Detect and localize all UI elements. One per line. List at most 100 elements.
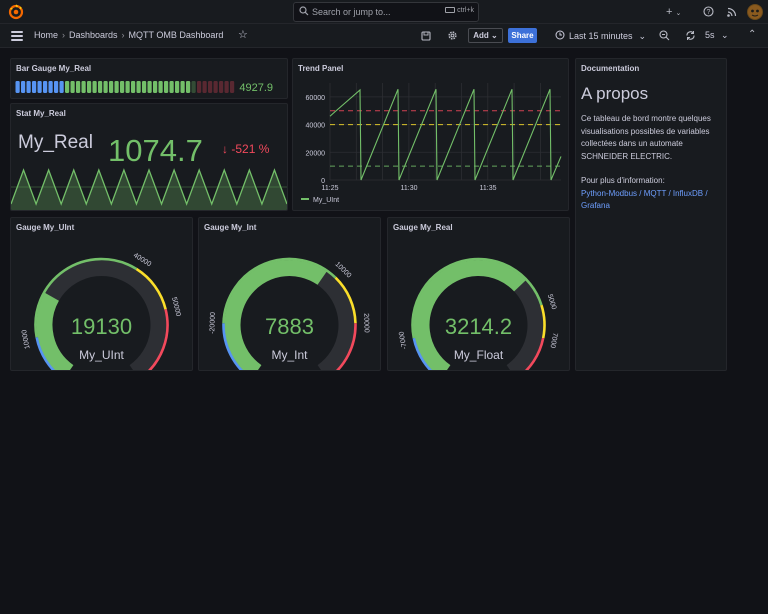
y-tick-label: 40000 [306,123,326,130]
gauge-series-name: My_Int [271,348,308,362]
y-tick-label: 60000 [306,95,326,102]
gauge-threshold-band [147,309,169,370]
chevron-right-icon: › [121,30,125,40]
chart-legend[interactable]: My_UInt [301,197,339,204]
doc-more-info: Pour plus d'information: Python-Modbus /… [581,175,726,213]
panel-title[interactable]: Gauge My_Real [393,223,453,232]
breadcrumb-home[interactable]: Home [34,30,59,40]
gauge-threshold-band [222,257,337,324]
gauge-threshold-band [135,267,167,310]
bar-gauge-cell [21,81,26,93]
bar-gauge-cell [48,81,53,93]
y-tick-label: 20000 [306,150,326,157]
chevron-down-icon: ⌄ [638,31,647,41]
panel-title[interactable]: Trend Panel [298,64,344,73]
grafana-logo-icon[interactable] [8,4,24,20]
gauge-tick-label: -20000 [209,312,217,334]
search-input[interactable]: Search or jump to... ctrl+k [293,2,479,22]
doc-heading: A propos [581,84,649,103]
menu-icon[interactable] [11,31,23,41]
stat-sparkline [11,168,287,210]
add-label: Add [473,31,489,40]
gauge-real-panel: Gauge My_Real -10000-70005000700010000 3… [387,217,570,371]
bar-gauge-cell [87,81,92,93]
gauge-threshold-band [540,304,546,339]
time-range-label: Last 15 minutes [569,31,633,41]
sparkline-area [11,170,287,210]
new-plus-icon[interactable]: + ⌄ [666,6,682,18]
stat-value: 1074.7 [108,133,203,168]
gauge-threshold-band [35,337,56,370]
bar-gauge-cell [224,81,229,93]
bar-gauge-cell [32,81,37,93]
stat-delta: ↓ -521 % [222,142,269,156]
gauge-threshold-band [411,257,543,339]
settings-gear-icon[interactable] [447,30,458,41]
bar-gauge-cell [103,81,108,93]
search-placeholder: Search or jump to... [312,7,391,17]
gauge-threshold-band [34,257,138,338]
bar-gauge-cell [37,81,42,93]
share-button[interactable]: Share [508,28,537,43]
gauge-value: 3214.2 [444,314,513,339]
keyboard-shortcut: ctrl+k [445,7,474,14]
bar-gauge-cell [98,81,103,93]
help-icon[interactable]: ? [703,6,714,17]
bar-gauge-cell [213,81,218,93]
bar-gauge-cell [186,81,191,93]
bar-gauge-cell [125,81,130,93]
gauge-value: 7883 [265,314,314,339]
bar-gauge-cell [65,81,70,93]
svg-text:?: ? [707,9,711,16]
bar-gauge-cell [92,81,97,93]
gauge-threshold-band [334,276,357,324]
gauge-threshold-band [524,337,545,370]
refresh-interval-label: 5s [705,30,715,40]
bar-gauge-cell [197,81,202,93]
panel-title[interactable]: Gauge My_Int [204,223,257,232]
refresh-interval-picker[interactable]: 5s ⌄ [705,30,729,41]
bar-gauge-cell [131,81,136,93]
add-button[interactable]: Add ⌄ [468,28,503,43]
breadcrumb-dashboards[interactable]: Dashboards [69,30,118,40]
x-tick-label: 11:30 [401,185,418,192]
gauge-int-dial: -32768-20000100002000032767 [209,257,370,370]
gauge-tick-label: -7000 [398,331,408,350]
panel-title[interactable]: Stat My_Real [16,109,66,118]
bar-gauge-cell [81,81,86,93]
bar-gauge-cell [114,81,119,93]
documentation-panel: Documentation A propos Ce tableau de bor… [575,58,727,371]
doc-link[interactable]: Python-Modbus / MQTT / InfluxDB / Grafan… [581,188,708,211]
zoom-out-icon[interactable] [659,30,670,41]
bar-gauge-cell [208,81,213,93]
legend-swatch [301,198,309,200]
user-avatar[interactable] [747,4,763,20]
bar-gauge-cell [76,81,81,93]
bar-gauge-cell [164,81,169,93]
panel-title[interactable]: Bar Gauge My_Real [16,64,92,73]
x-tick-label: 11:25 [322,185,339,192]
bar-gauge [15,81,235,93]
avatar-face-icon [748,5,762,19]
time-range-picker[interactable]: Last 15 minutes ⌄ [555,30,646,42]
stat-delta-value: -521 % [231,142,270,156]
bar-gauge-panel: Bar Gauge My_Real 4927.9 [10,58,288,99]
panel-title[interactable]: Documentation [581,64,640,73]
save-icon[interactable] [421,31,431,41]
doc-paragraph: Ce tableau de bord montre quelques visua… [581,114,711,161]
collapse-chevron-up-icon[interactable]: ⌃ [748,29,757,40]
refresh-icon[interactable] [685,30,696,41]
bar-gauge-cell [109,81,114,93]
gauge-tick-label: 10000 [21,329,32,350]
bar-gauge-cell [15,81,20,93]
star-icon[interactable]: ☆ [238,29,248,41]
keyboard-icon [445,7,456,13]
breadcrumb-current: MQTT OMB Dashboard [128,30,224,40]
rss-icon[interactable] [727,7,737,17]
sparkline-line [11,168,287,206]
arrow-down-icon: ↓ [222,142,228,156]
stat-panel: Stat My_Real My_Real 1074.7 ↓ -521 % [10,103,288,211]
gauge-tick-label: 5000 [546,294,557,311]
panel-title[interactable]: Gauge My_UInt [16,223,75,232]
y-tick-label: 0 [321,178,325,185]
